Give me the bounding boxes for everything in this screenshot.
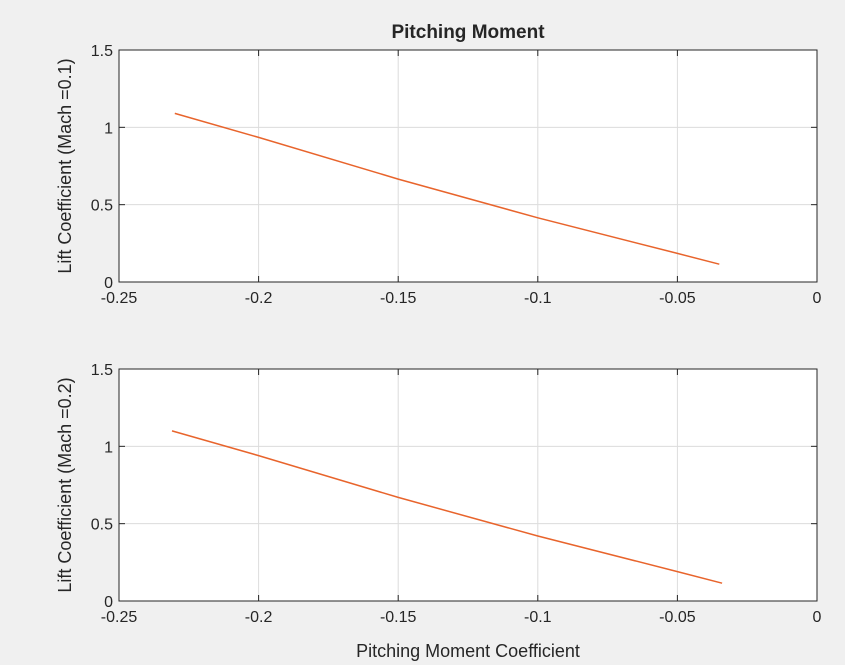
chart-0-x-tick-label-3: -0.1 (524, 290, 552, 307)
chart-1-y-tick-label-0: 0 (104, 594, 113, 611)
chart-0-y-tick-label-2: 1 (104, 120, 113, 137)
chart-1-y-tick-label-2: 1 (104, 439, 113, 456)
chart-0-y-tick-label-3: 1.5 (91, 43, 113, 60)
chart-1-x-tick-label-4: -0.05 (659, 609, 696, 626)
chart-1-y-axis-label: Lift Coefficient (Mach =0.2) (55, 377, 75, 592)
chart-0-plot-area (119, 50, 817, 282)
chart-0-x-tick-label-4: -0.05 (659, 290, 696, 307)
chart-0-y-tick-label-1: 0.5 (91, 198, 113, 215)
chart-1-x-axis-label: Pitching Moment Coefficient (356, 641, 580, 661)
chart-1-axes-box (118, 368, 818, 602)
chart-0-x-tick-label-5: 0 (813, 290, 822, 307)
chart-1-plot-area (119, 369, 817, 601)
chart-0-x-tick-label-2: -0.15 (380, 290, 417, 307)
chart-1-x-tick-label-2: -0.15 (380, 609, 417, 626)
chart-0-axes-box (118, 49, 818, 283)
chart-0-y-tick-label-0: 0 (104, 275, 113, 292)
chart-0-x-tick-label-0: -0.25 (101, 290, 138, 307)
chart-0-title: Pitching Moment (391, 22, 545, 43)
chart-1-y-tick-label-1: 0.5 (91, 517, 113, 534)
top-axes: -0.25 -0.2 -0.15 -0.1 -0.05 0 0 0.5 1 1.5 Pitching… (55, 22, 822, 307)
bottom-axes: -0.25 -0.2 -0.15 -0.1 -0.05 0 0 0.5 1 1.5 Pitching… (55, 362, 822, 661)
chart-1-y-tick-label-3: 1.5 (91, 362, 113, 379)
chart-0-x-tick-label-1: -0.2 (245, 290, 273, 307)
chart-1-x-tick-label-1: -0.2 (245, 609, 273, 626)
chart-1-series-line-0 (171, 430, 723, 584)
chart-1-x-tick-label-3: -0.1 (524, 609, 552, 626)
chart-1-x-tick-label-0: -0.25 (101, 609, 138, 626)
chart-0-series-line-0 (174, 112, 720, 265)
chart-0-y-axis-label: Lift Coefficient (Mach =0.1) (55, 58, 75, 273)
chart-1-x-tick-label-5: 0 (813, 609, 822, 626)
